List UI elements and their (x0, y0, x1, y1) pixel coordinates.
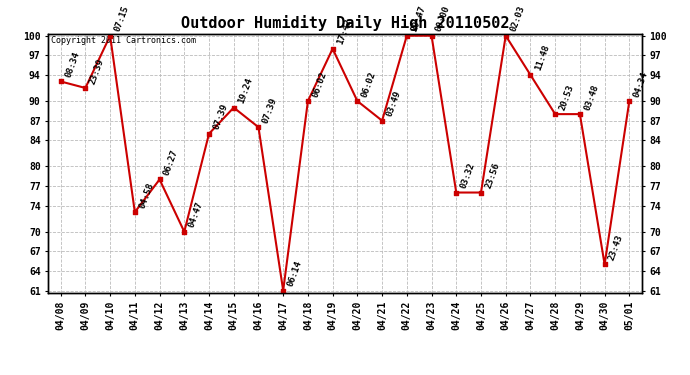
Text: 23:39: 23:39 (88, 57, 106, 85)
Point (302, 98, 313, 104)
Text: 02:03: 02:03 (509, 4, 526, 33)
Text: 06:14: 06:14 (286, 260, 304, 288)
Point (500, 33, 511, 39)
Text: 00:00: 00:00 (434, 4, 452, 33)
Text: 03:49: 03:49 (385, 90, 402, 118)
Point (426, 33, 437, 39)
Text: 03:32: 03:32 (459, 161, 477, 190)
Point (80, 85, 91, 91)
Text: 04:58: 04:58 (137, 181, 155, 209)
Point (624, 98, 635, 104)
Point (402, 33, 413, 39)
Text: 11:48: 11:48 (533, 44, 551, 72)
Point (550, 111, 561, 117)
Text: 20:53: 20:53 (558, 83, 575, 111)
Text: 03:48: 03:48 (582, 83, 600, 111)
Point (277, 288, 288, 294)
Title: Outdoor Humidity Daily High 20110502: Outdoor Humidity Daily High 20110502 (181, 15, 509, 31)
Text: 07:39: 07:39 (212, 103, 230, 131)
Point (352, 98, 363, 104)
Text: 06:02: 06:02 (360, 70, 378, 98)
Text: 23:43: 23:43 (607, 233, 625, 262)
Point (55, 78, 66, 84)
Text: 06:02: 06:02 (310, 70, 328, 98)
Point (599, 261, 610, 267)
Point (129, 209, 140, 215)
Point (228, 105, 239, 111)
Point (451, 189, 462, 195)
Text: 08:34: 08:34 (63, 50, 81, 79)
Text: 07:15: 07:15 (113, 4, 130, 33)
Point (377, 118, 388, 124)
Text: 23:56: 23:56 (484, 161, 502, 190)
Point (179, 229, 190, 235)
Text: 20:47: 20:47 (410, 4, 427, 33)
Point (253, 124, 264, 130)
Point (154, 177, 165, 183)
Point (574, 111, 585, 117)
Point (475, 189, 486, 195)
Text: 04:47: 04:47 (187, 201, 205, 229)
Text: Copyright 2011 Cartronics.com: Copyright 2011 Cartronics.com (51, 36, 196, 45)
Point (204, 131, 215, 137)
Point (105, 33, 116, 39)
Point (327, 46, 338, 52)
Text: 04:34: 04:34 (632, 70, 650, 98)
Text: 19:24: 19:24 (237, 76, 254, 105)
Text: 17:42: 17:42 (335, 18, 353, 46)
Point (525, 72, 536, 78)
Text: 07:39: 07:39 (262, 96, 279, 124)
Text: 06:27: 06:27 (162, 148, 180, 177)
